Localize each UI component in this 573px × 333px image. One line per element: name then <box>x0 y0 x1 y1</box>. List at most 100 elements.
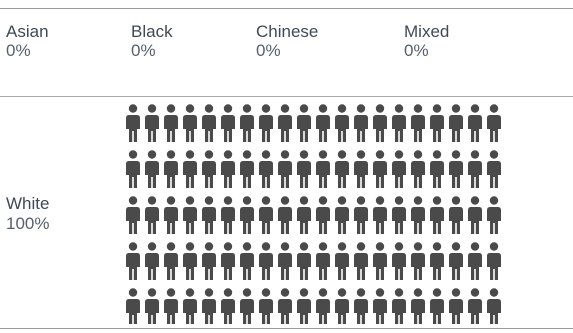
person-icon <box>335 242 349 280</box>
person-icon <box>259 288 273 324</box>
person-icon <box>202 150 216 188</box>
person-icon <box>430 196 444 234</box>
person-icon <box>278 242 292 280</box>
person-icon <box>430 150 444 188</box>
person-icon <box>259 196 273 234</box>
person-icon <box>449 196 463 234</box>
person-icon <box>145 150 159 188</box>
person-icon <box>316 242 330 280</box>
person-icon <box>468 104 482 142</box>
person-icon <box>487 196 501 234</box>
person-icon <box>297 196 311 234</box>
category-label: Mixed <box>404 22 450 41</box>
person-icon <box>449 288 463 324</box>
person-icon <box>373 196 387 234</box>
person-icon <box>468 288 482 324</box>
person-icon <box>297 242 311 280</box>
category-black: Black 0% <box>131 22 173 60</box>
category-label: Black <box>131 22 173 41</box>
category-white: White 100% <box>6 194 49 234</box>
person-icon <box>354 104 368 142</box>
person-icon <box>297 288 311 324</box>
top-divider <box>0 8 573 9</box>
person-icon <box>373 104 387 142</box>
person-icon <box>278 150 292 188</box>
person-icon <box>392 196 406 234</box>
person-icon <box>316 288 330 324</box>
category-asian: Asian 0% <box>6 22 49 60</box>
person-icon <box>335 150 349 188</box>
bottom-divider <box>0 328 573 329</box>
person-icon <box>240 288 254 324</box>
person-icon <box>259 150 273 188</box>
person-icon <box>240 104 254 142</box>
person-icon <box>354 288 368 324</box>
person-icon <box>335 288 349 324</box>
person-icon <box>392 150 406 188</box>
person-icon <box>392 288 406 324</box>
person-icon <box>411 150 425 188</box>
person-icon <box>145 196 159 234</box>
person-icon <box>278 104 292 142</box>
person-icon <box>335 104 349 142</box>
person-icon <box>183 242 197 280</box>
person-icon <box>316 150 330 188</box>
person-icon <box>240 196 254 234</box>
person-icon <box>316 196 330 234</box>
pictogram-grid <box>126 104 501 324</box>
person-icon <box>297 104 311 142</box>
person-icon <box>202 288 216 324</box>
person-icon <box>430 242 444 280</box>
person-icon <box>335 196 349 234</box>
person-icon <box>411 242 425 280</box>
section-divider <box>0 96 573 97</box>
person-icon <box>373 288 387 324</box>
person-icon <box>126 150 140 188</box>
person-icon <box>145 288 159 324</box>
person-icon <box>221 104 235 142</box>
person-icon <box>487 242 501 280</box>
person-icon <box>487 288 501 324</box>
person-icon <box>183 104 197 142</box>
person-icon <box>183 150 197 188</box>
person-icon <box>278 196 292 234</box>
person-icon <box>354 196 368 234</box>
category-label: Chinese <box>256 22 319 41</box>
person-icon <box>126 196 140 234</box>
person-icon <box>259 104 273 142</box>
person-icon <box>126 104 140 142</box>
category-percent: 0% <box>6 41 31 60</box>
person-icon <box>487 150 501 188</box>
person-icon <box>202 196 216 234</box>
person-icon <box>202 104 216 142</box>
person-icon <box>411 196 425 234</box>
person-icon <box>145 242 159 280</box>
category-label: Asian <box>6 22 49 41</box>
person-icon <box>354 150 368 188</box>
person-icon <box>221 242 235 280</box>
person-icon <box>126 288 140 324</box>
person-icon <box>468 242 482 280</box>
category-percent: 0% <box>131 41 156 60</box>
person-icon <box>316 104 330 142</box>
category-chinese: Chinese 0% <box>256 22 318 60</box>
person-icon <box>449 104 463 142</box>
person-icon <box>373 242 387 280</box>
person-icon <box>468 196 482 234</box>
category-mixed: Mixed 0% <box>404 22 449 60</box>
person-icon <box>183 196 197 234</box>
person-icon <box>221 288 235 324</box>
person-icon <box>164 196 178 234</box>
person-icon <box>221 150 235 188</box>
person-icon <box>145 104 159 142</box>
person-icon <box>392 104 406 142</box>
person-icon <box>430 288 444 324</box>
person-icon <box>297 150 311 188</box>
person-icon <box>259 242 273 280</box>
category-percent: 0% <box>256 41 281 60</box>
person-icon <box>278 288 292 324</box>
person-icon <box>487 104 501 142</box>
person-icon <box>411 288 425 324</box>
category-percent: 0% <box>404 41 429 60</box>
person-icon <box>468 150 482 188</box>
